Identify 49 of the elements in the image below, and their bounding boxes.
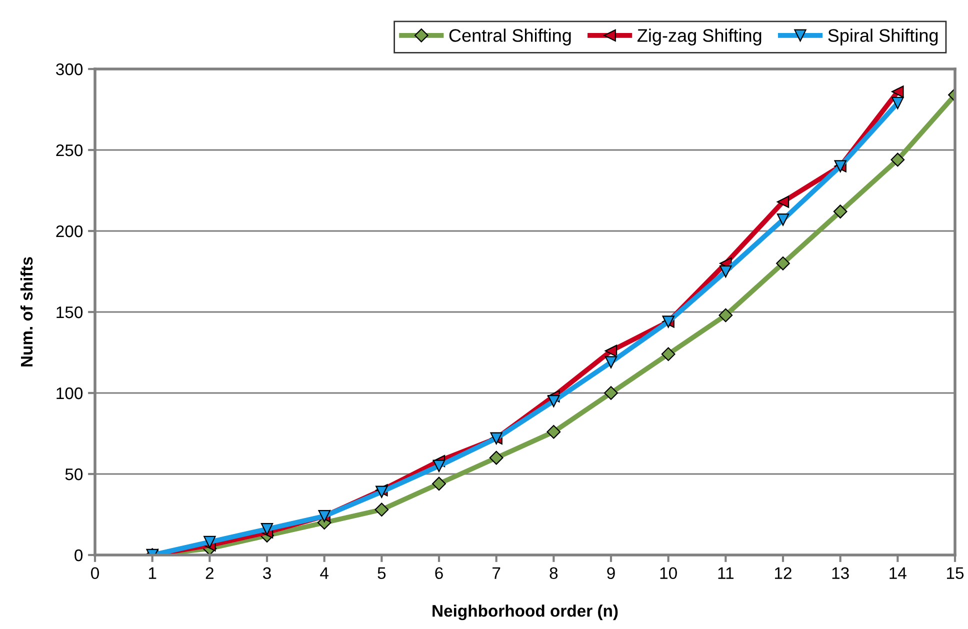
x-tick-label: 14 — [890, 567, 906, 579]
legend-label: Central Shifting — [449, 28, 571, 46]
point — [718, 308, 733, 322]
x-tick-label: 0 — [91, 567, 99, 580]
legend-label: Zig-zag Shifting — [637, 28, 762, 46]
x-tick-label: 1 — [148, 567, 156, 579]
legend-label: Spiral Shifting — [828, 28, 938, 46]
x-tick-label: 10 — [660, 567, 677, 580]
point — [833, 204, 848, 218]
point — [890, 152, 905, 167]
y-tick-label: 250 — [56, 144, 83, 156]
point — [548, 394, 560, 408]
y-tick-label: 200 — [56, 225, 83, 238]
point — [604, 386, 618, 400]
y-tick-label: 0 — [74, 549, 83, 562]
point — [892, 86, 904, 98]
point — [604, 344, 618, 357]
y-tick-label: 50 — [65, 468, 83, 480]
point — [661, 347, 676, 362]
point — [776, 196, 790, 208]
point — [892, 96, 904, 110]
x-axis-title: Neighborhood order (n) — [432, 604, 618, 620]
x-tick-label: 6 — [435, 567, 443, 580]
point — [776, 214, 790, 226]
y-tick-label: 100 — [56, 387, 83, 400]
point — [260, 522, 274, 536]
point — [374, 502, 389, 517]
y-tick-label: 150 — [56, 306, 83, 318]
x-tick-label: 9 — [607, 567, 615, 580]
x-tick-label: 15 — [947, 567, 964, 580]
x-tick-label: 4 — [320, 567, 328, 579]
x-tick-label: 13 — [832, 567, 849, 580]
y-tick-label: 300 — [56, 63, 83, 76]
x-tick-label: 3 — [263, 567, 271, 580]
point — [720, 265, 732, 278]
point — [776, 256, 790, 270]
x-tick-label: 5 — [378, 567, 386, 580]
y-axis-title: Num. of shifts — [20, 257, 33, 366]
point — [204, 536, 216, 548]
point — [432, 476, 446, 491]
point — [432, 460, 446, 472]
x-tick-label: 11 — [718, 567, 734, 579]
point — [546, 424, 561, 439]
point — [489, 450, 504, 465]
x-tick-label: 8 — [550, 567, 558, 580]
x-tick-label: 2 — [206, 567, 214, 579]
x-tick-label: 7 — [492, 567, 500, 579]
point — [604, 356, 618, 368]
x-tick-label: 12 — [775, 567, 792, 579]
